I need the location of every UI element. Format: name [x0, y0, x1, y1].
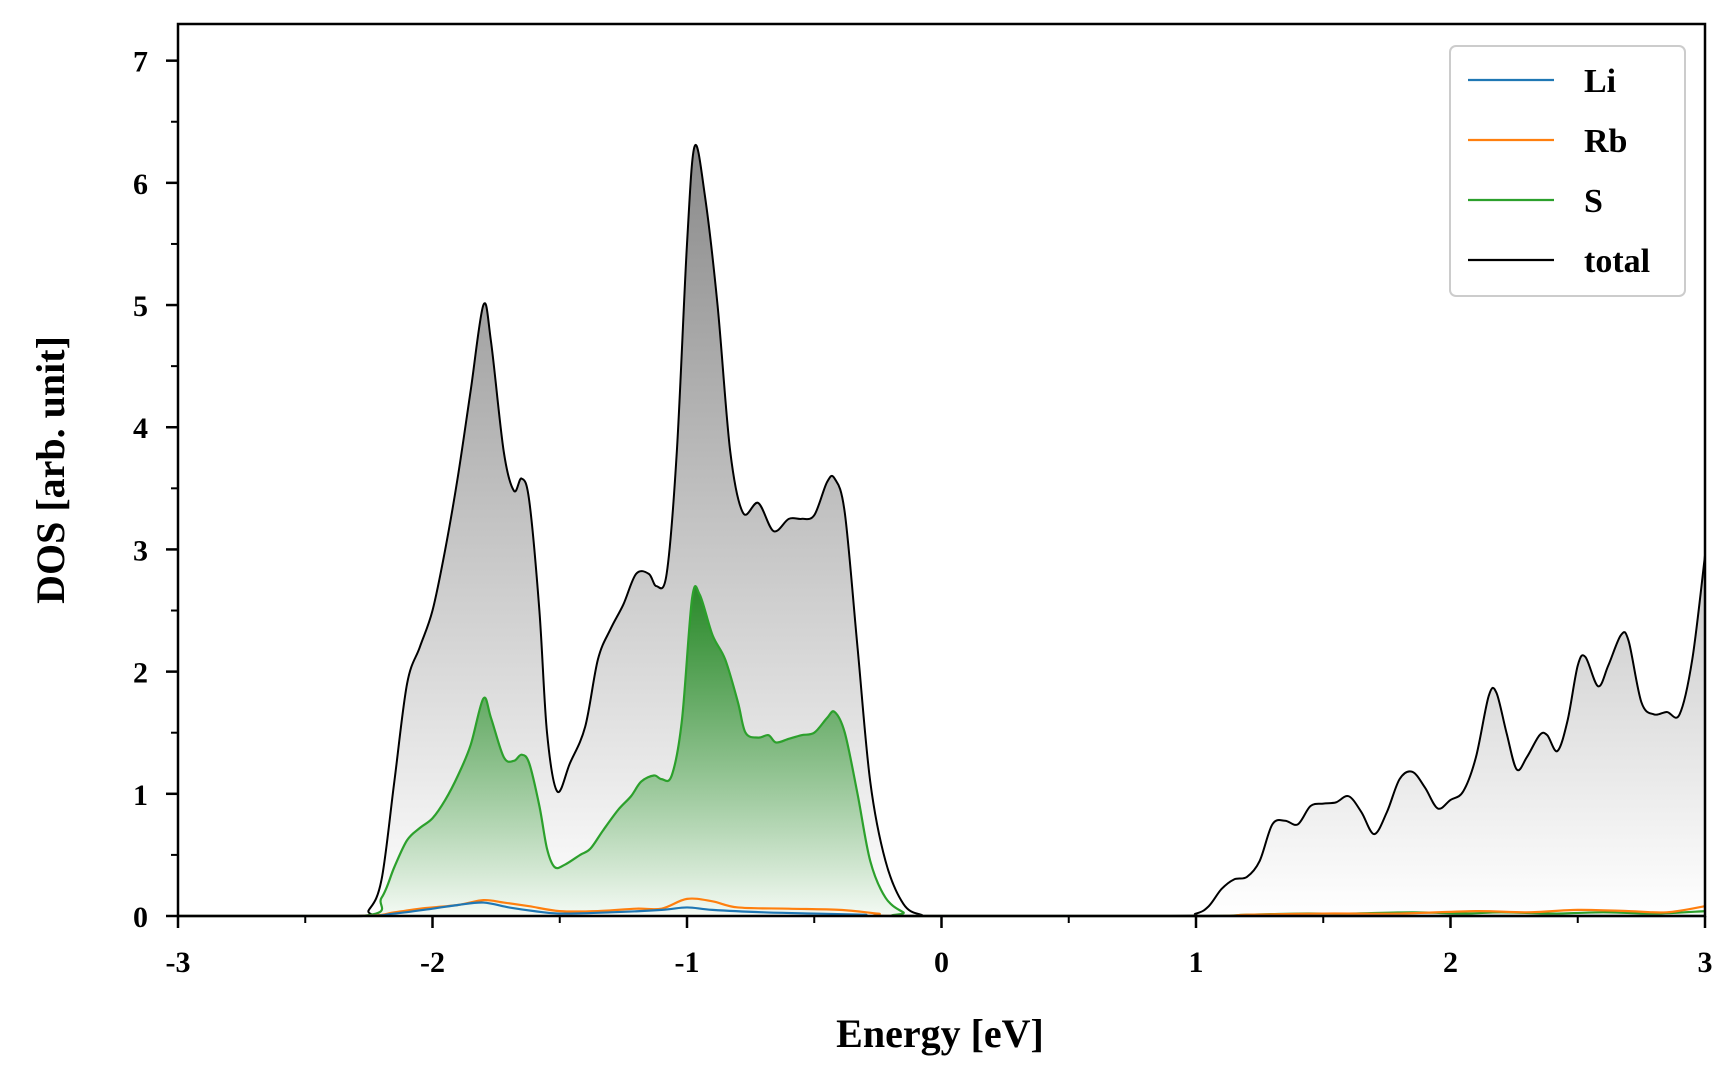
- legend-box: [1449, 45, 1686, 297]
- legend-label-total: total: [1584, 243, 1650, 280]
- plot-area: [177, 143, 1706, 918]
- y-tick-label: 4: [133, 412, 148, 445]
- y-tick-label: 2: [133, 657, 148, 690]
- series-fill-s: [178, 586, 1705, 916]
- x-tick-label: -2: [420, 946, 445, 979]
- x-tick-label: 2: [1443, 946, 1458, 979]
- y-tick-label: 6: [133, 168, 148, 201]
- y-tick-label: 5: [133, 290, 148, 323]
- y-tick-label: 0: [133, 901, 148, 934]
- x-tick-label: 1: [1189, 946, 1204, 979]
- x-tick-label: -3: [166, 946, 191, 979]
- y-axis-title: DOS [arb. unit]: [28, 336, 73, 604]
- legend-label-rb: Rb: [1584, 123, 1627, 160]
- legend-label-li: Li: [1584, 63, 1616, 100]
- axes: -3 -2 -1 0 1 2 3 0 1 2 3 4 5 6 7: [133, 22, 1713, 979]
- x-tick-label: 0: [934, 946, 949, 979]
- x-tick-label: 3: [1698, 946, 1713, 979]
- x-tick-label: -1: [675, 946, 700, 979]
- series-fill-total: [178, 144, 1705, 916]
- y-tick-label: 7: [133, 46, 148, 79]
- legend-label-s: S: [1584, 183, 1603, 220]
- series-line-total: [177, 143, 1706, 918]
- x-axis-title: Energy [eV]: [836, 1011, 1044, 1056]
- y-tick-label: 1: [133, 779, 148, 812]
- y-tick-label: 3: [133, 534, 148, 567]
